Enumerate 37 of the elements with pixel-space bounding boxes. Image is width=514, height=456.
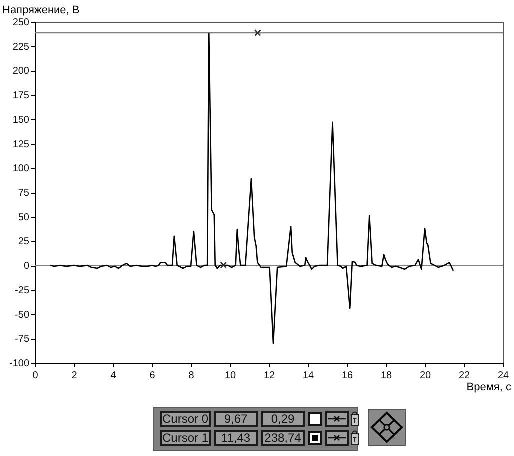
y-tick-label: 75	[18, 188, 30, 199]
y-tick-label: -75	[15, 334, 30, 346]
x-tick-label: 14	[302, 370, 314, 382]
y-tick-label: 125	[12, 139, 30, 150]
y-tick-label: 150	[12, 114, 30, 126]
x-tick-label: 16	[342, 370, 354, 382]
x-tick-label: 12	[264, 370, 276, 382]
y-tick-label: 0	[24, 261, 30, 272]
x-tick-label: 0	[32, 370, 39, 382]
y-value-field: 238,74	[261, 430, 305, 446]
y-tick-label: -25	[15, 285, 30, 296]
x-tick-label: 4	[110, 370, 117, 382]
y-tick-label: 50	[18, 212, 30, 224]
x-value-field: 11,43	[214, 430, 258, 446]
y-tick-label: 175	[12, 90, 30, 102]
line-series	[50, 33, 454, 344]
x-tick-label: 2	[72, 370, 78, 382]
x-tick-label: 20	[420, 370, 432, 382]
y-tick-label: 200	[12, 66, 30, 78]
x-tick-label: 22	[458, 370, 470, 382]
cursor-name-field: Cursor 1	[160, 430, 211, 446]
x-tick-label: 18	[380, 370, 392, 382]
x-tick-label: 6	[150, 370, 156, 382]
y-tick-label: 25	[18, 236, 30, 248]
x-value-field: 9,67	[214, 411, 258, 427]
x-tick-label: 10	[224, 370, 236, 382]
x-axis-title: Время, с	[466, 382, 512, 394]
y-tick-label: 100	[12, 164, 30, 175]
y-tick-label: -50	[15, 310, 30, 321]
y-tick-label: 250	[12, 18, 30, 28]
cursor-name-field: Cursor 0	[160, 411, 211, 427]
y-tick-label: 225	[12, 42, 30, 53]
y-axis-title: Напряжение, В	[2, 4, 80, 16]
x-tick-label: 24	[498, 370, 510, 382]
x-tick-label: 8	[188, 370, 195, 382]
y-value-field: 0,29	[261, 411, 305, 427]
y-tick-label: -100	[9, 358, 30, 370]
